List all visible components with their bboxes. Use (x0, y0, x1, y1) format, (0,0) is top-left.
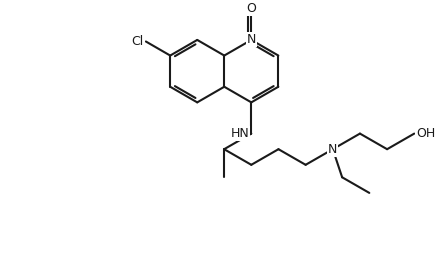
Text: N: N (328, 143, 337, 156)
Text: Cl: Cl (132, 35, 144, 48)
Text: N: N (247, 34, 256, 46)
Text: HN: HN (231, 127, 249, 140)
Text: O: O (246, 2, 256, 15)
Text: OH: OH (416, 127, 435, 140)
